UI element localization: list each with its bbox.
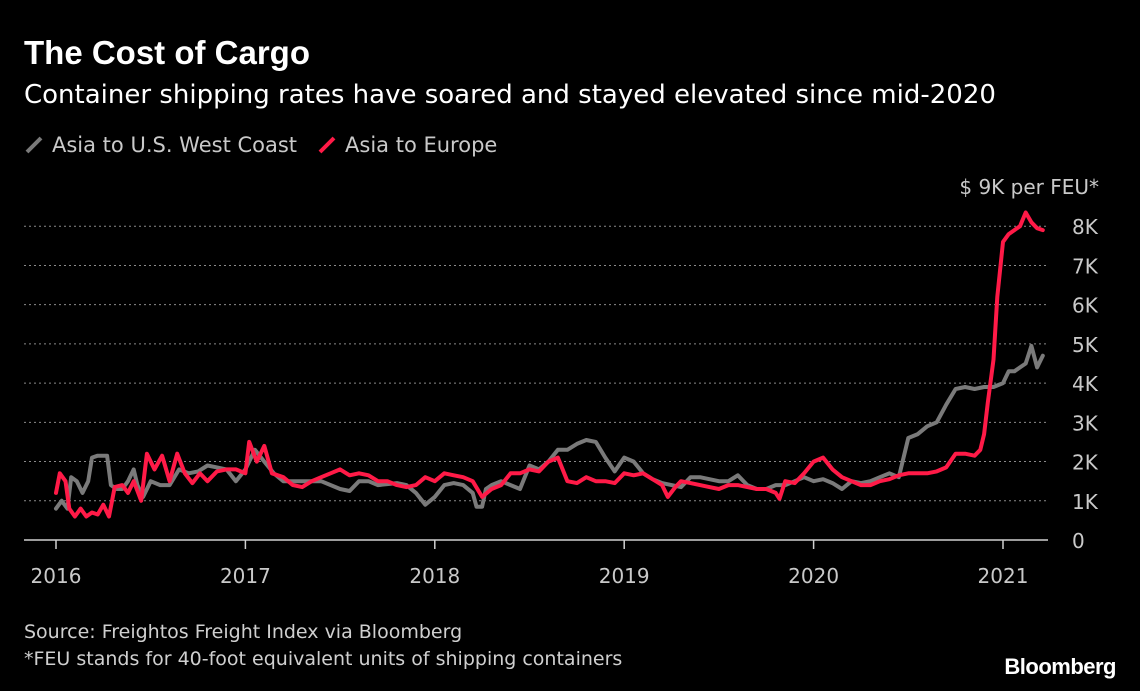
y-tick-label: 8K [1072,215,1099,239]
y-tick-label: 4K [1072,372,1099,396]
gridlines [24,225,1048,502]
y-axis-top-label: $ 9K per FEU* [959,175,1099,199]
y-tick-label: 7K [1072,254,1099,278]
legend-swatch-west-coast [25,136,43,154]
chart-subtitle: Container shipping rates have soared and… [24,80,996,110]
legend: Asia to U.S. West Coast Asia to Europe [24,133,497,157]
axes: 0 1K 2K 3K 4K 5K 6K 7K 8K $ 9K per FEU* 2016 2017 20… [24,175,1099,588]
y-tick-label: 2K [1072,451,1099,475]
x-tick-label: 2017 [220,564,271,588]
bloomberg-logo: Bloomberg [1004,654,1116,679]
footnote: *FEU stands for 40-foot equivalent units… [24,648,623,670]
y-tick-label: 0 [1072,529,1085,553]
x-tick-label: 2020 [788,564,839,588]
y-tick-label: 3K [1072,411,1099,435]
y-tick-label: 6K [1072,294,1099,318]
legend-swatch-europe [318,136,336,154]
legend-label-west-coast: Asia to U.S. West Coast [52,133,298,157]
series-line-asia-europe [54,210,1045,519]
x-tick-label: 2019 [599,564,650,588]
source-note: Source: Freightos Freight Index via Bloo… [24,621,463,643]
legend-label-europe: Asia to Europe [345,133,498,157]
legend-item-europe: Asia to Europe [317,133,497,157]
series-lines [54,210,1045,519]
legend-item-west-coast: Asia to U.S. West Coast [24,133,297,157]
x-tick-label: 2018 [409,564,460,588]
x-tick-label: 2016 [31,564,82,588]
y-tick-label: 1K [1072,490,1099,514]
x-tick-label: 2021 [978,564,1029,588]
series-line-asia-us-west-coast [54,343,1045,511]
chart-title: The Cost of Cargo [24,34,310,71]
y-tick-label: 5K [1072,333,1099,357]
